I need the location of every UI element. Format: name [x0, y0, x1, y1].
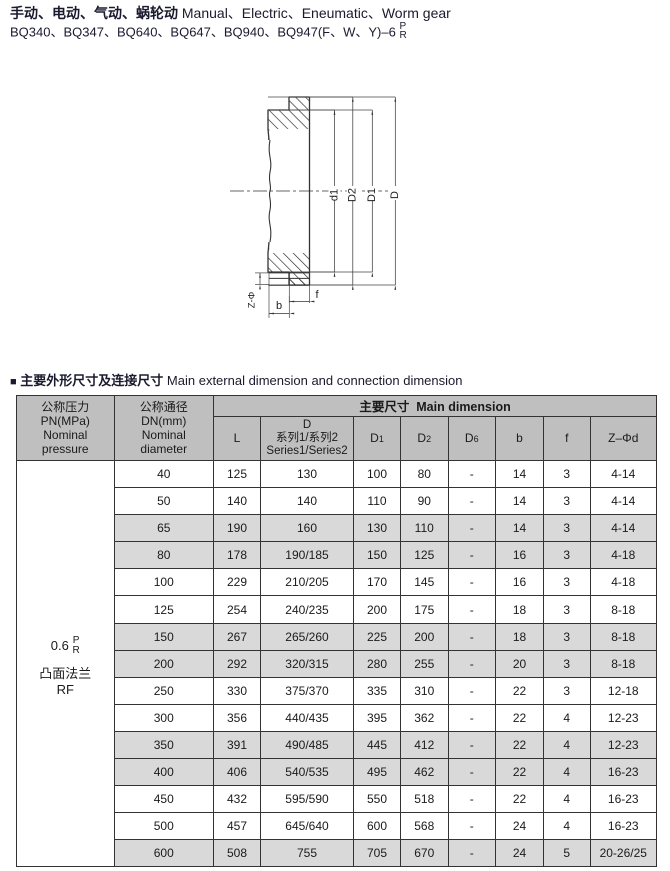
svg-text:D1: D1: [366, 188, 378, 202]
svg-text:D: D: [389, 191, 401, 199]
svg-text:b: b: [276, 300, 282, 312]
svg-text:f: f: [315, 289, 319, 301]
svg-text:D2: D2: [347, 188, 359, 202]
svg-text:Z-Φ: Z-Φ: [247, 291, 258, 308]
svg-text:d1: d1: [328, 189, 340, 201]
